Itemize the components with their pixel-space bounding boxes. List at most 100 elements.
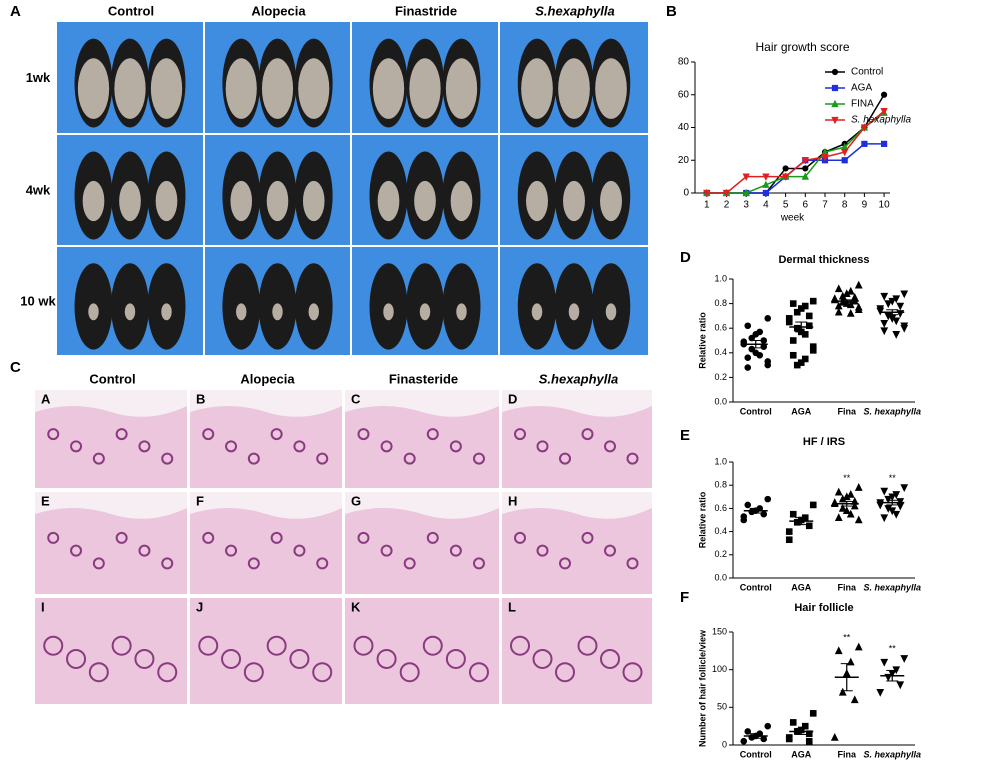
follicle bbox=[559, 452, 571, 465]
x-tick-label: 6 bbox=[803, 200, 809, 211]
point bbox=[801, 722, 809, 730]
mouse-back bbox=[124, 303, 136, 321]
follicle bbox=[353, 635, 374, 656]
column-header: S.hexaphylla bbox=[539, 371, 618, 386]
follicle bbox=[225, 440, 238, 453]
point bbox=[900, 484, 909, 492]
legend-marker bbox=[831, 116, 839, 125]
follicle bbox=[376, 648, 397, 669]
y-tick-label: 60 bbox=[678, 89, 690, 100]
legend-label: FINA bbox=[851, 99, 874, 110]
y-tick-label: 1.0 bbox=[714, 273, 727, 283]
follicle bbox=[422, 635, 443, 656]
point bbox=[896, 302, 905, 311]
point bbox=[884, 495, 893, 504]
series-line bbox=[706, 110, 885, 194]
point bbox=[841, 148, 849, 157]
y-tick-label: 0.2 bbox=[714, 372, 727, 382]
follicle bbox=[399, 662, 420, 683]
y-tick-label: 50 bbox=[717, 702, 727, 712]
follicle bbox=[532, 648, 553, 669]
epidermis bbox=[345, 390, 499, 417]
panel-label: E bbox=[680, 427, 690, 444]
tile-label: F bbox=[196, 493, 204, 508]
annotation: ** bbox=[843, 473, 851, 483]
annotation: ** bbox=[889, 644, 897, 654]
mouse-back bbox=[531, 303, 543, 321]
y-axis-label: Relative ratio bbox=[697, 491, 707, 548]
follicle bbox=[202, 531, 215, 544]
mouse-back bbox=[161, 303, 172, 321]
mouse-back bbox=[266, 180, 289, 222]
point bbox=[900, 655, 909, 663]
point bbox=[785, 528, 793, 535]
point bbox=[760, 337, 768, 344]
y-tick-label: 0.0 bbox=[714, 572, 727, 582]
mouse-back bbox=[377, 180, 400, 222]
mouse-back bbox=[150, 58, 183, 119]
follicle bbox=[111, 635, 132, 656]
y-tick-label: 80 bbox=[678, 57, 690, 68]
point bbox=[842, 289, 851, 298]
follicle bbox=[270, 428, 283, 441]
column-header: S.hexaphylla bbox=[535, 3, 614, 18]
follicle bbox=[198, 635, 219, 656]
panel-label: B bbox=[666, 3, 677, 20]
follicle bbox=[316, 557, 329, 570]
histology bbox=[35, 598, 187, 704]
epidermis bbox=[502, 390, 652, 417]
x-tick-label: 8 bbox=[842, 200, 848, 211]
mouse-back bbox=[595, 58, 627, 119]
point bbox=[880, 514, 889, 523]
point bbox=[846, 286, 855, 295]
point bbox=[896, 681, 905, 690]
annotation: ** bbox=[889, 473, 897, 483]
point bbox=[764, 361, 772, 369]
x-tick-label: Fina bbox=[837, 582, 856, 592]
point bbox=[854, 280, 863, 289]
mouse-back bbox=[605, 303, 617, 321]
follicle bbox=[445, 648, 466, 669]
point bbox=[740, 516, 748, 524]
tile-label: E bbox=[41, 493, 50, 508]
mouse-back bbox=[88, 303, 99, 321]
point bbox=[854, 305, 863, 314]
point bbox=[884, 300, 893, 309]
epidermis bbox=[190, 492, 342, 519]
follicle bbox=[157, 662, 178, 683]
point bbox=[756, 351, 764, 359]
point bbox=[896, 498, 905, 506]
point bbox=[793, 361, 801, 369]
point bbox=[703, 189, 711, 198]
follicle bbox=[536, 544, 549, 557]
epidermis bbox=[35, 390, 187, 417]
point bbox=[781, 173, 790, 181]
follicle bbox=[293, 440, 306, 453]
follicle bbox=[312, 662, 333, 683]
point bbox=[744, 354, 752, 362]
point bbox=[789, 337, 797, 344]
column-header: Finasteride bbox=[389, 371, 458, 386]
point bbox=[846, 490, 855, 498]
row-label: 1wk bbox=[26, 70, 51, 85]
point bbox=[744, 501, 752, 509]
point bbox=[846, 308, 855, 317]
mouse-back bbox=[77, 58, 110, 119]
x-tick-label: AGA bbox=[791, 406, 812, 416]
point bbox=[742, 188, 750, 197]
follicle bbox=[514, 428, 526, 441]
follicle bbox=[380, 544, 393, 557]
point bbox=[834, 646, 843, 655]
follicle bbox=[70, 544, 83, 557]
point bbox=[880, 292, 889, 301]
panel-label: D bbox=[680, 249, 691, 266]
point bbox=[801, 355, 809, 363]
follicle bbox=[449, 440, 462, 453]
tile-label: A bbox=[41, 391, 51, 406]
y-tick-label: 0 bbox=[683, 188, 689, 199]
follicle bbox=[161, 452, 174, 465]
mouse-back bbox=[526, 180, 548, 222]
x-tick-label: 7 bbox=[822, 200, 828, 211]
point bbox=[850, 695, 859, 704]
point bbox=[785, 318, 793, 326]
